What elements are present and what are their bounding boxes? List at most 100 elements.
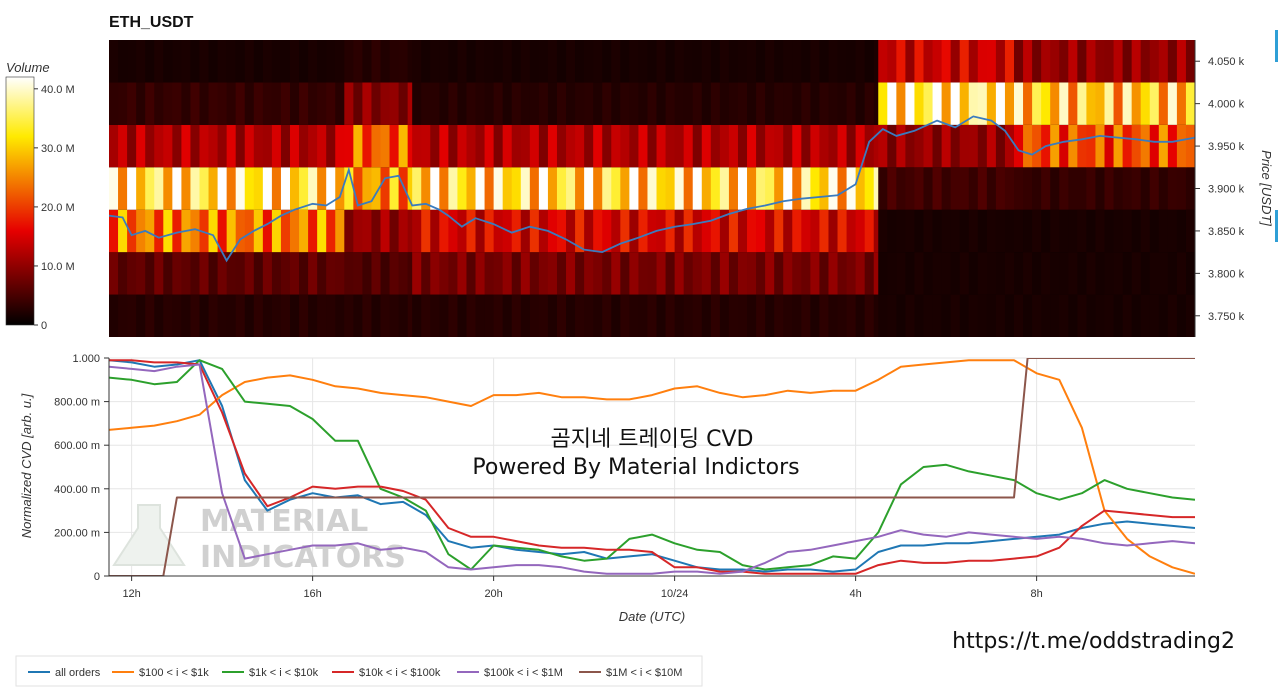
heatmap-cell [1068,252,1078,295]
heatmap-cell [873,82,879,125]
heatmap-cell [1095,82,1105,125]
heatmap-cell [1149,167,1160,210]
heatmap-cell [995,167,1006,210]
heatmap-cell [828,167,838,210]
heatmap-cell [380,209,390,253]
heatmap-cell [353,252,363,295]
heatmap-cell [914,124,924,168]
legend: all orders $100 < i < $1k $1k < i < $10k $1… [15,655,703,687]
heatmap-cell [792,167,802,210]
heatmap-cell [547,40,558,83]
heatmap-cell [774,82,784,125]
heatmap-cell [783,82,793,125]
heatmap-cell [995,252,1006,295]
heatmap-cell [371,294,381,337]
heatmap-cell [118,209,128,253]
legend-label[interactable]: $100 < i < $1k [139,667,209,679]
heatmap-cell [308,82,318,125]
heatmap-cell [412,124,422,168]
heatmap-cell [1167,124,1178,168]
heatmap-cell [317,209,327,253]
scroll-marker-top[interactable] [1275,30,1278,62]
heatmap-cell [1158,124,1169,168]
heatmap-cell [593,252,603,295]
heatmap-cell [1176,40,1187,83]
heatmap-cell [692,209,703,253]
heatmap-cell [846,252,857,295]
heatmap-cell [1050,82,1060,125]
heatmap-cell [968,82,979,125]
heatmap-cell [873,252,879,295]
heatmap-cell [1032,294,1042,337]
heatmap-cell [959,167,970,210]
heatmap-cell [163,252,173,295]
legend-label[interactable]: $100k < i < $1M [484,667,563,679]
heatmap-cell [398,294,409,337]
heatmap-cell [710,124,721,168]
legend-label[interactable]: $10k < i < $100k [359,667,441,679]
heatmap-cell [995,294,1006,337]
heatmap-cell [855,82,866,125]
heatmap-cell [217,124,228,168]
heatmap-cell [299,209,309,253]
heatmap-cell [575,252,585,295]
heatmap-cell [253,124,264,168]
heatmap-cell [819,124,829,168]
heatmap-cell [235,40,246,83]
heatmap-cell [199,124,209,168]
heatmap-cell [765,40,775,83]
cvd-x-tick-label: 8h [1031,588,1043,600]
heatmap-cell [181,167,191,210]
heatmap-cell [1185,82,1195,125]
heatmap-cell [765,124,775,168]
heatmap-cell [620,294,630,337]
heatmap-cell [520,82,531,125]
heatmap-cell [1167,82,1178,125]
heatmap-cell [1023,40,1033,83]
colorbar: Volume 40.0 M 30.0 M 20.0 M 10.0 M 0 [5,60,75,332]
heatmap-cell [611,294,621,337]
scroll-marker-bottom[interactable] [1275,210,1278,242]
heatmap-cell [950,82,961,125]
legend-label[interactable]: $1M < i < $10M [606,667,682,679]
heatmap-cell [710,82,721,125]
heatmap-cell [846,82,857,125]
legend-label[interactable]: $1k < i < $10k [249,667,319,679]
heatmap-cell [638,294,648,337]
heatmap-cell [439,167,449,210]
cvd-y-tick-label: 0 [94,571,100,583]
heatmap-cell [1014,124,1024,168]
heatmap-cell [986,294,997,337]
heatmap-cell [326,124,336,168]
heatmap-cell [407,40,413,83]
channel-url[interactable]: https://t.me/oddstrading2 [952,629,1235,654]
heatmap-cell [629,40,639,83]
heatmap-cell [950,124,961,168]
heatmap-cell [692,124,703,168]
chart-title: ETH_USDT [109,14,194,31]
heatmap-cell [1004,209,1015,253]
heatmap-cell [1131,82,1142,125]
heatmap-cell [127,294,137,337]
heatmap-cell [118,294,128,337]
heatmap-cell [127,209,137,253]
heatmap-cell [878,209,888,253]
heatmap-cell [317,294,327,337]
heatmap-cell [575,209,585,253]
legend-label[interactable]: all orders [55,667,101,679]
heatmap-cell [1158,167,1169,210]
heatmap-cell [873,124,879,168]
heatmap-cell [226,40,237,83]
heatmap-cell [774,294,784,337]
heatmap-cell [493,252,504,295]
heatmap-cell [932,124,942,168]
heatmap-cell [737,209,748,253]
heatmap-cell [923,40,933,83]
heatmap-cell [1167,294,1178,337]
heatmap-cell [665,124,676,168]
heatmap-cell [1185,252,1195,295]
heatmap-cell [538,40,549,83]
heatmap-cell [864,252,875,295]
heatmap-cell [1122,82,1133,125]
heatmap-cell [226,167,237,210]
